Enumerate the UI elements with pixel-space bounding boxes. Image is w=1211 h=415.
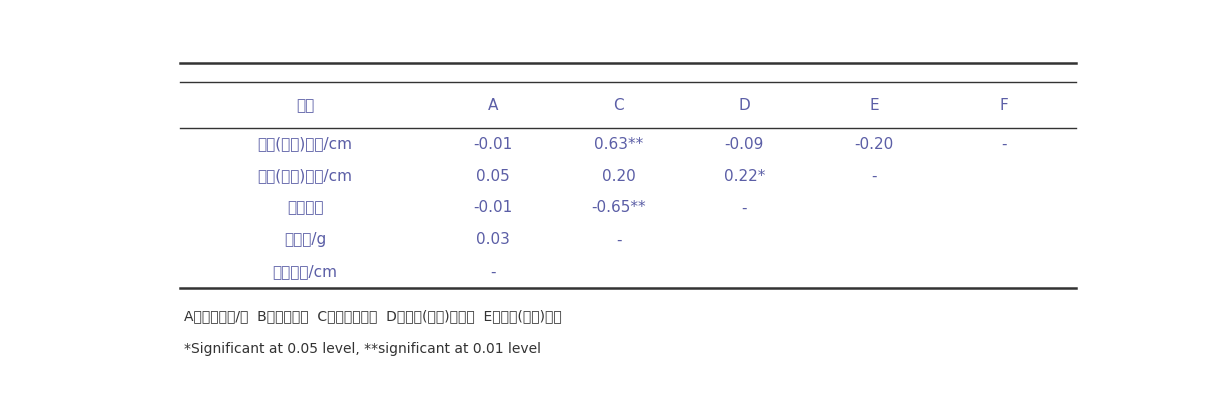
Text: 0.20: 0.20 [602,168,636,183]
Text: -0.01: -0.01 [474,200,512,215]
Text: 0.03: 0.03 [476,232,510,247]
Text: -0.09: -0.09 [724,137,764,151]
Text: *Significant at 0.05 level, **significant at 0.01 level: *Significant at 0.05 level, **significan… [184,342,541,356]
Text: E: E [869,98,879,113]
Text: -0.65**: -0.65** [591,200,645,215]
Text: 0.63**: 0.63** [595,137,643,151]
Text: -0.01: -0.01 [474,137,512,151]
Text: A：과립립경/，  B：과수중，  C：과수립수，  D：수경(穗梗)길이，  E：과수(果穗)길이: A：과립립경/， B：과수중， C：과수립수， D：수경(穗梗)길이， E：과수… [184,310,562,324]
Text: C: C [614,98,624,113]
Text: A: A [488,98,499,113]
Text: -: - [741,200,747,215]
Text: -: - [490,264,497,279]
Text: 과립립경/cm: 과립립경/cm [272,264,338,279]
Text: F: F [1000,98,1009,113]
Text: 수경(穗梗)길이/cm: 수경(穗梗)길이/cm [258,168,352,183]
Text: -0.20: -0.20 [855,137,894,151]
Text: 형질: 형질 [295,98,314,113]
Text: 0.22*: 0.22* [723,168,765,183]
Text: 0.05: 0.05 [476,168,510,183]
Text: 과수중/g: 과수중/g [283,232,326,247]
Text: -: - [616,232,621,247]
Text: 과수립수: 과수립수 [287,200,323,215]
Text: 과수(果穗)길이/cm: 과수(果穗)길이/cm [258,137,352,151]
Text: D: D [739,98,750,113]
Text: -: - [1001,137,1006,151]
Text: -: - [872,168,877,183]
